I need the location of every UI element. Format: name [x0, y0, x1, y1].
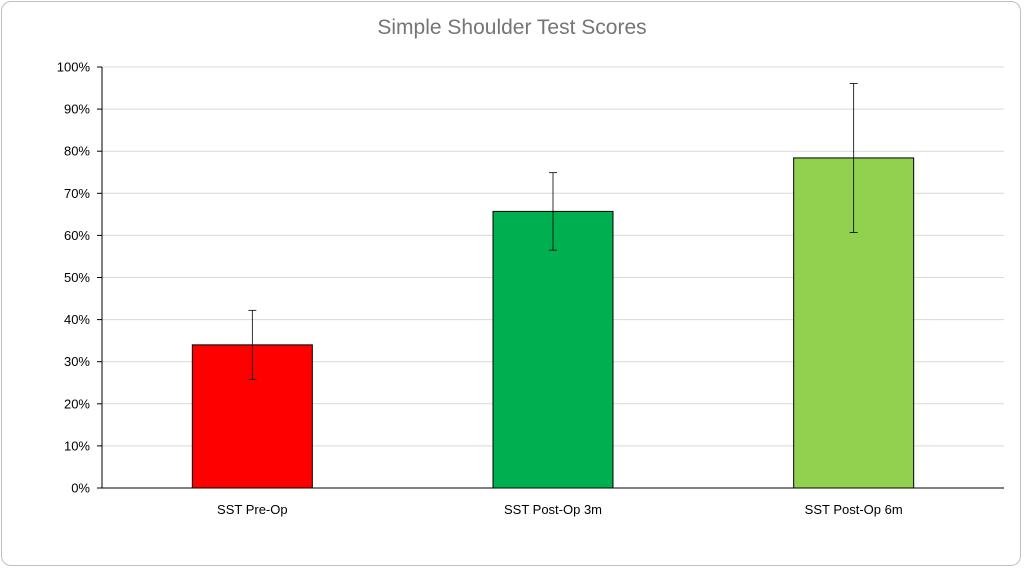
x-tick-label: SST Post-Op 6m	[805, 502, 903, 517]
y-tick-label: 70%	[64, 186, 90, 201]
chart-title: Simple Shoulder Test Scores	[377, 16, 647, 39]
y-tick-label: 90%	[64, 102, 90, 117]
x-tick-label: SST Pre-Op	[217, 502, 288, 517]
bars	[191, 157, 915, 489]
y-tick-label: 30%	[64, 354, 90, 369]
y-tick-label: 50%	[64, 270, 90, 285]
x-tick-label: SST Post-Op 3m	[504, 502, 602, 517]
error-bars	[248, 83, 858, 380]
y-tick-label: 20%	[64, 396, 90, 411]
y-axis-ticks: 0% 10% 20% 30% 40% 50% 60% 70% 80% 90% 100%	[57, 60, 102, 496]
y-tick-label: 80%	[64, 144, 90, 159]
x-axis-ticks: SST Pre-Op SST Post-Op 3m SST Post-Op 6m	[217, 502, 903, 517]
y-tick-label: 10%	[64, 438, 90, 453]
y-tick-label: 100%	[57, 60, 91, 75]
y-tick-label: 0%	[71, 481, 90, 496]
y-tick-label: 60%	[64, 228, 90, 243]
y-tick-label: 40%	[64, 312, 90, 327]
bar	[492, 210, 614, 489]
